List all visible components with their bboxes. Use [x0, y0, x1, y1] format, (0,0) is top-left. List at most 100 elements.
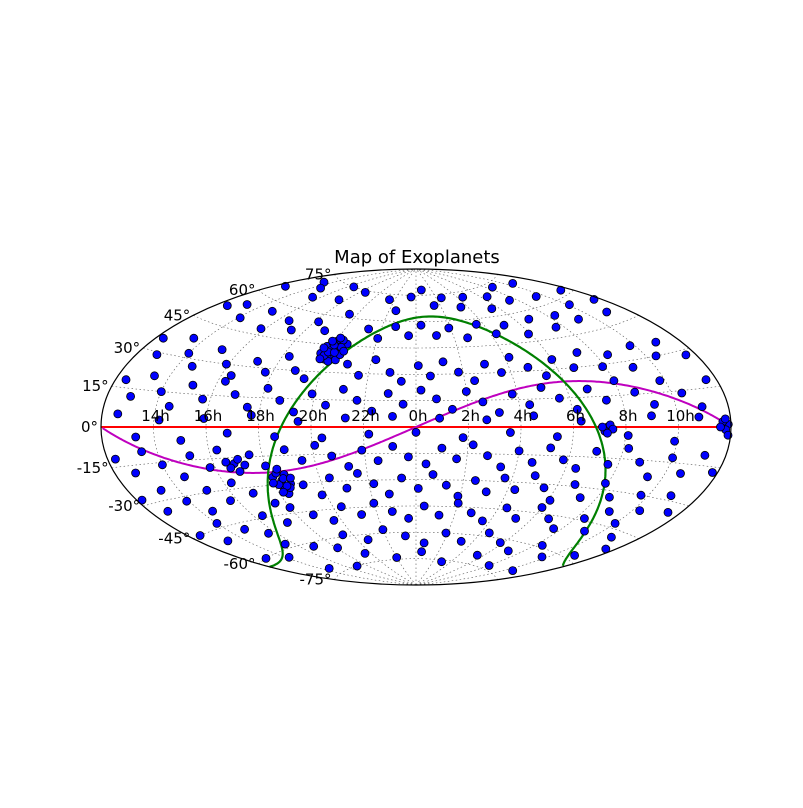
exoplanet-point	[280, 281, 290, 291]
exoplanet-point	[461, 387, 471, 396]
exoplanet-point	[367, 406, 377, 416]
exoplanet-point	[551, 322, 561, 332]
exoplanet-point	[636, 490, 646, 500]
exoplanet-point	[610, 519, 620, 528]
exoplanet-point	[319, 343, 329, 353]
galactic-plane-line	[266, 483, 284, 568]
y-tick-label: 45°	[164, 306, 191, 324]
exoplanet-point	[681, 350, 691, 360]
exoplanet-point	[456, 302, 466, 312]
exoplanet-point	[226, 371, 236, 380]
exoplanet-point	[432, 331, 441, 340]
exoplanet-point	[495, 538, 505, 547]
exoplanet-point	[400, 531, 410, 541]
exoplanet-point	[404, 331, 414, 341]
exoplanet-point	[437, 443, 447, 453]
exoplanet-point	[344, 461, 354, 471]
exoplanet-point	[651, 337, 661, 347]
exoplanet-point	[309, 541, 319, 551]
exoplanet-point	[491, 329, 501, 339]
exoplanet-point	[293, 416, 303, 426]
y-tick-label: -30°	[108, 497, 140, 515]
exoplanet-point	[537, 541, 547, 550]
exoplanet-point	[256, 324, 266, 334]
exoplanet-point	[582, 384, 592, 394]
exoplanet-point	[278, 487, 288, 497]
exoplanet-point	[505, 295, 514, 305]
exoplanet-point	[373, 456, 383, 466]
exoplanet-point	[369, 479, 379, 489]
exoplanet-point	[333, 543, 343, 553]
exoplanet-point	[360, 287, 370, 297]
exoplanet-point	[435, 413, 445, 423]
exoplanet-point	[666, 491, 676, 501]
exoplanet-point	[437, 557, 447, 567]
exoplanet-point	[242, 300, 252, 309]
exoplanet-point	[603, 459, 613, 469]
exoplanet-point	[397, 473, 407, 483]
exoplanet-point	[624, 443, 634, 453]
exoplanet-point	[494, 408, 504, 417]
y-tick-label: 60°	[229, 281, 256, 299]
exoplanet-point	[524, 329, 533, 339]
y-tick-label: 30°	[114, 339, 141, 357]
exoplanet-point	[257, 511, 267, 521]
exoplanet-point	[630, 387, 640, 397]
exoplanet-point	[317, 433, 327, 443]
exoplanet-point	[651, 351, 661, 361]
y-tick-label: -75°	[300, 571, 332, 589]
exoplanet-point	[574, 314, 583, 324]
exoplanet-point	[549, 524, 558, 533]
y-tick-label: 0°	[81, 418, 98, 436]
exoplanet-point	[221, 359, 231, 369]
grid-parallel	[334, 558, 498, 580]
exoplanet-point	[298, 480, 308, 490]
exoplanet-point	[336, 333, 346, 343]
exoplanet-point	[279, 445, 289, 455]
exoplanet-point	[363, 535, 373, 545]
exoplanet-point	[222, 301, 232, 311]
exoplanet-point	[378, 525, 388, 534]
exoplanet-point	[434, 510, 444, 520]
exoplanet-point	[338, 384, 348, 394]
exoplanet-point	[425, 371, 435, 381]
exoplanet-point	[655, 376, 665, 386]
exoplanet-point	[176, 435, 186, 445]
exoplanet-point	[340, 413, 350, 423]
exoplanet-point	[349, 282, 359, 292]
exoplanet-point	[716, 422, 725, 432]
exoplanet-point	[559, 455, 568, 465]
exoplanet-point	[628, 362, 638, 372]
exoplanet-point	[275, 395, 285, 405]
exoplanet-point	[398, 399, 408, 409]
exoplanet-point	[546, 443, 556, 453]
exoplanet-point	[701, 375, 711, 385]
exoplanet-point	[154, 415, 164, 425]
exoplanet-point	[531, 292, 541, 301]
exoplanet-point	[419, 501, 429, 511]
exoplanet-point	[547, 355, 557, 364]
exoplanet-point	[470, 476, 480, 485]
exoplanet-point	[536, 383, 546, 392]
exoplanet-point	[497, 368, 506, 377]
exoplanet-point	[253, 356, 263, 366]
exoplanet-point	[625, 341, 635, 351]
exoplanet-point	[163, 506, 173, 516]
grid-meridian	[415, 268, 574, 586]
map-boundary	[100, 268, 732, 586]
exoplanet-point	[310, 440, 320, 450]
exoplanet-point	[602, 395, 611, 405]
exoplanet-point	[605, 492, 614, 502]
exoplanet-point	[508, 566, 518, 575]
exoplanet-point	[314, 317, 324, 327]
exoplanet-point	[308, 292, 318, 302]
exoplanet-point	[182, 496, 192, 506]
exoplanet-point	[697, 402, 707, 412]
exoplanet-point	[417, 547, 427, 557]
exoplanet-point	[384, 489, 394, 499]
exoplanet-point	[391, 322, 401, 332]
exoplanet-point	[510, 485, 520, 495]
exoplanet-point	[158, 333, 168, 343]
exoplanet-point	[220, 376, 230, 386]
exoplanet-point	[285, 473, 295, 483]
